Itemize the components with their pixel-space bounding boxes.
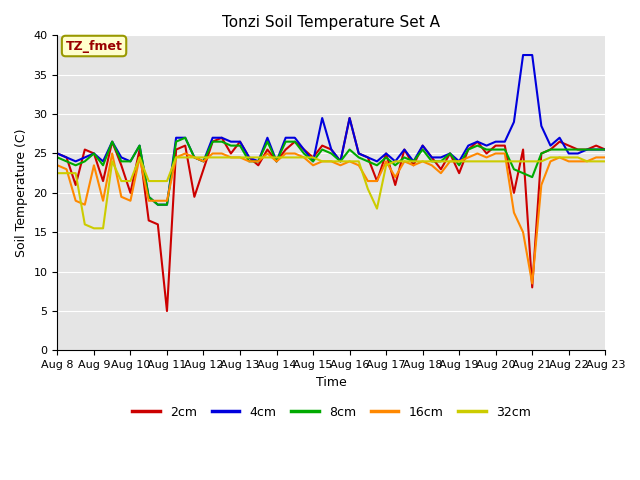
8cm — [602, 147, 609, 153]
32cm — [401, 158, 408, 164]
4cm — [519, 52, 527, 58]
16cm — [529, 281, 536, 287]
8cm — [364, 158, 372, 164]
X-axis label: Time: Time — [316, 376, 347, 389]
2cm — [602, 147, 609, 153]
4cm — [191, 155, 198, 160]
2cm — [163, 308, 171, 314]
16cm — [602, 155, 609, 160]
Line: 16cm: 16cm — [58, 154, 605, 284]
4cm — [54, 151, 61, 156]
32cm — [181, 155, 189, 160]
4cm — [255, 158, 262, 164]
2cm — [547, 147, 554, 153]
4cm — [355, 151, 362, 156]
16cm — [392, 174, 399, 180]
32cm — [90, 226, 98, 231]
32cm — [547, 155, 554, 160]
Line: 4cm: 4cm — [58, 55, 605, 204]
8cm — [401, 155, 408, 160]
4cm — [154, 202, 162, 207]
32cm — [602, 158, 609, 164]
8cm — [547, 147, 554, 153]
32cm — [264, 155, 271, 160]
16cm — [191, 155, 198, 160]
4cm — [602, 147, 609, 153]
8cm — [154, 202, 162, 207]
Line: 32cm: 32cm — [58, 157, 605, 228]
16cm — [547, 158, 554, 164]
Y-axis label: Soil Temperature (C): Soil Temperature (C) — [15, 129, 28, 257]
2cm — [401, 147, 408, 153]
8cm — [181, 135, 189, 141]
Title: Tonzi Soil Temperature Set A: Tonzi Soil Temperature Set A — [222, 15, 440, 30]
Line: 8cm: 8cm — [58, 138, 605, 204]
8cm — [200, 158, 207, 164]
Text: TZ_fmet: TZ_fmet — [66, 39, 122, 52]
2cm — [346, 115, 353, 121]
16cm — [172, 155, 180, 160]
16cm — [255, 158, 262, 164]
2cm — [364, 155, 372, 160]
16cm — [355, 162, 362, 168]
2cm — [191, 194, 198, 200]
8cm — [172, 139, 180, 144]
8cm — [54, 155, 61, 160]
2cm — [255, 162, 262, 168]
2cm — [54, 151, 61, 156]
32cm — [200, 155, 207, 160]
4cm — [392, 158, 399, 164]
16cm — [108, 151, 116, 156]
32cm — [136, 155, 143, 160]
4cm — [547, 143, 554, 148]
Line: 2cm: 2cm — [58, 118, 605, 311]
2cm — [172, 147, 180, 153]
4cm — [172, 135, 180, 141]
Legend: 2cm, 4cm, 8cm, 16cm, 32cm: 2cm, 4cm, 8cm, 16cm, 32cm — [127, 401, 536, 424]
32cm — [54, 170, 61, 176]
16cm — [54, 162, 61, 168]
8cm — [264, 139, 271, 144]
32cm — [364, 186, 372, 192]
